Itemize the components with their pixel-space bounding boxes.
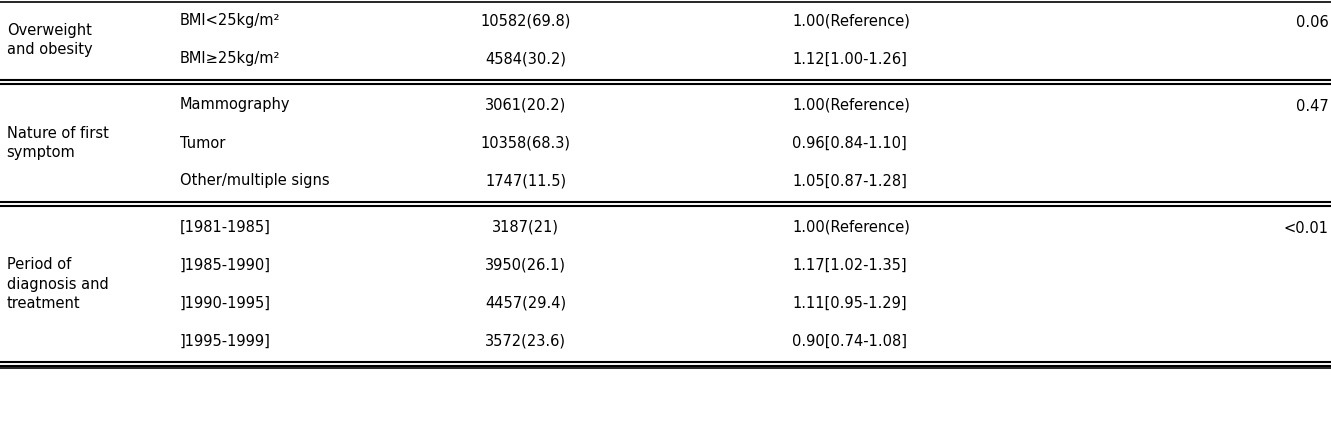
Text: 1.11[0.95-1.29]: 1.11[0.95-1.29] [792, 295, 906, 311]
Text: BMI<25kg/m²: BMI<25kg/m² [180, 14, 281, 29]
Text: <0.01: <0.01 [1283, 222, 1328, 236]
Text: 0.90[0.74-1.08]: 0.90[0.74-1.08] [792, 333, 906, 349]
Text: 1.05[0.87-1.28]: 1.05[0.87-1.28] [792, 173, 906, 189]
Text: 3061(20.2): 3061(20.2) [484, 97, 567, 113]
Text: 3187(21): 3187(21) [492, 219, 559, 235]
Text: Tumor: Tumor [180, 135, 225, 151]
Text: Period of
diagnosis and
treatment: Period of diagnosis and treatment [7, 257, 108, 311]
Text: 4457(29.4): 4457(29.4) [486, 295, 566, 311]
Text: ]1985-1990]: ]1985-1990] [180, 257, 270, 273]
Text: 3950(26.1): 3950(26.1) [486, 257, 566, 273]
Text: 1.00(Reference): 1.00(Reference) [792, 14, 910, 29]
Text: 1.12[1.00-1.26]: 1.12[1.00-1.26] [792, 51, 906, 67]
Text: 3572(23.6): 3572(23.6) [486, 333, 566, 349]
Text: 0.06: 0.06 [1295, 15, 1328, 30]
Text: Other/multiple signs: Other/multiple signs [180, 173, 329, 189]
Text: 0.96[0.84-1.10]: 0.96[0.84-1.10] [792, 135, 906, 151]
Text: 0.47: 0.47 [1295, 100, 1328, 114]
Text: [1981-1985]: [1981-1985] [180, 219, 270, 235]
Text: 10358(68.3): 10358(68.3) [480, 135, 571, 151]
Text: 1.00(Reference): 1.00(Reference) [792, 219, 910, 235]
Text: 1747(11.5): 1747(11.5) [486, 173, 566, 189]
Text: Mammography: Mammography [180, 97, 290, 113]
Text: Nature of first
symptom: Nature of first symptom [7, 126, 109, 160]
Text: 10582(69.8): 10582(69.8) [480, 14, 571, 29]
Text: 4584(30.2): 4584(30.2) [486, 51, 566, 67]
Text: BMI≥25kg/m²: BMI≥25kg/m² [180, 51, 281, 67]
Text: ]1990-1995]: ]1990-1995] [180, 295, 270, 311]
Text: 1.17[1.02-1.35]: 1.17[1.02-1.35] [792, 257, 906, 273]
Text: Overweight
and obesity: Overweight and obesity [7, 23, 92, 57]
Text: ]1995-1999]: ]1995-1999] [180, 333, 270, 349]
Text: 1.00(Reference): 1.00(Reference) [792, 97, 910, 113]
